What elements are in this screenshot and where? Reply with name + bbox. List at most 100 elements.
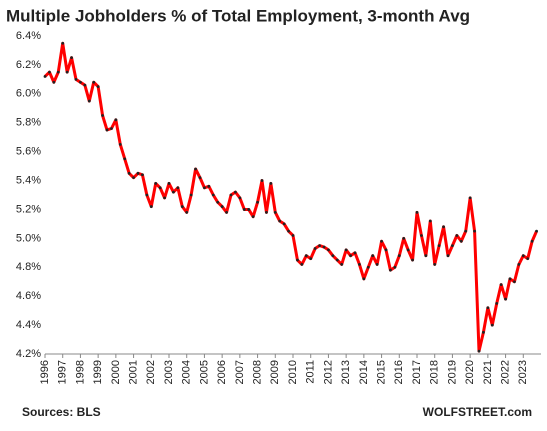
point [203,186,206,190]
point [79,80,82,84]
point [389,268,392,272]
x-tick-label: 2000 [110,360,122,384]
point [331,254,335,258]
point [251,215,255,219]
y-tick-label: 6.4% [16,30,41,42]
point [477,349,481,353]
x-tick-label: 2020 [464,360,476,384]
point [442,225,445,229]
x-tick-label: 2023 [517,360,529,384]
x-tick-label: 2005 [198,360,210,384]
point [265,210,268,214]
point [256,200,259,204]
point [521,254,525,258]
point [402,236,406,240]
point [353,251,357,255]
point [43,75,47,78]
point [327,248,330,252]
point [451,244,454,247]
point [486,306,490,310]
point [340,262,344,266]
x-tick-label: 2017 [411,360,423,384]
point [446,254,450,258]
point [163,196,166,200]
point [504,297,507,301]
point [105,128,109,132]
point [282,222,286,226]
line [43,41,538,353]
point [269,182,273,185]
point [482,330,485,334]
chart-title: Multiple Jobholders % of Total Employmen… [6,6,470,25]
point [335,258,339,262]
point [490,323,494,327]
point [468,196,472,200]
point [437,244,441,247]
point [530,239,534,243]
x-tick-label: 2022 [499,360,511,384]
x-tick-label: 2013 [340,360,352,384]
x-tick-label: 2001 [127,360,139,384]
point [415,210,419,214]
point [459,239,463,243]
x-tick-label: 2002 [145,360,157,384]
x-tick-label: 2009 [269,360,281,384]
point [154,182,158,185]
x-tick-label: 2015 [375,360,387,384]
x-tick-label: 1996 [39,360,51,384]
x-tick-label: 2021 [482,360,494,384]
point [433,262,437,266]
x-tick-label: 2012 [322,360,334,384]
point [185,210,189,214]
x-tick-label: 2008 [251,360,263,384]
point [273,210,277,214]
point [114,118,118,122]
point [96,85,100,88]
x-tick-label: 1999 [92,360,104,384]
point [411,258,414,262]
point [238,196,242,200]
y-tick-label: 4.6% [16,290,41,302]
point [406,248,410,252]
point [83,83,87,87]
point [110,127,113,130]
point [366,265,370,269]
x-tick-label: 1998 [74,360,86,384]
y-tick-label: 4.4% [16,319,41,331]
x-tick-label: 2011 [305,360,317,384]
y-tick-label: 5.2% [16,203,41,215]
point [473,229,476,233]
x-tick-label: 2019 [446,360,458,384]
point [380,239,383,243]
point [56,70,60,74]
point [229,193,233,197]
point [371,254,375,258]
point [176,186,180,190]
point [172,190,175,194]
x-tick-label: 2014 [358,360,370,384]
point [535,229,538,233]
point [101,114,104,117]
x-tick-label: 2006 [216,360,228,384]
y-tick-label: 4.8% [16,261,41,273]
point [247,208,251,211]
point [499,283,503,287]
point [70,56,73,60]
x-tick-label: 2007 [234,360,246,384]
point [158,186,162,190]
point [513,280,516,284]
point [424,254,428,258]
point [87,99,91,103]
point [304,254,308,258]
point [132,176,135,180]
point [180,205,184,208]
point [287,229,290,233]
point [52,80,56,84]
x-tick-label: 2016 [393,360,405,384]
point [464,229,468,233]
point [211,193,215,197]
point [225,210,228,214]
point [358,262,361,266]
point [495,302,499,305]
